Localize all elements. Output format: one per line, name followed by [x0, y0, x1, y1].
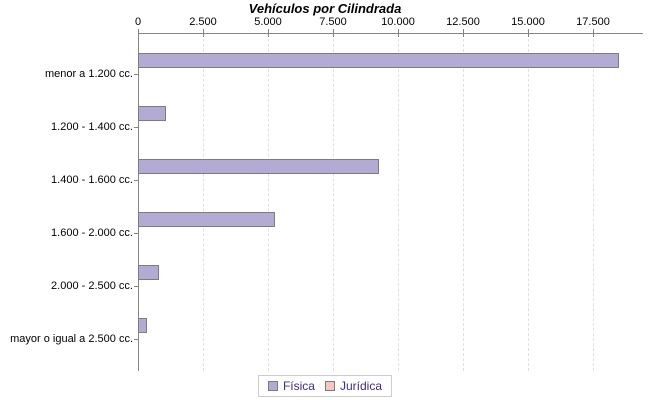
legend: Física Jurídica: [257, 375, 393, 397]
category-label: mayor o igual a 2.500 cc.: [10, 333, 133, 345]
x-tick-label: 7.500: [319, 16, 347, 28]
y-tick-mark: [134, 127, 138, 128]
x-tick-mark: [138, 29, 139, 37]
category-label: menor a 1.200 cc.: [44, 68, 133, 80]
gridline: [528, 34, 529, 371]
legend-label-juridica: Jurídica: [339, 379, 383, 393]
x-tick-mark: [593, 29, 594, 37]
x-tick-label: 15.000: [511, 16, 545, 28]
bar-fisica: [138, 318, 147, 333]
gridline: [268, 34, 269, 371]
x-tick-mark: [398, 29, 399, 37]
x-tick-mark: [268, 29, 269, 37]
y-axis-line: [138, 33, 139, 371]
gridline: [398, 34, 399, 371]
x-tick-mark: [463, 29, 464, 37]
x-tick-label: 17.500: [576, 16, 610, 28]
bar-fisica: [138, 212, 275, 227]
chart-title: Vehículos por Cilindrada: [248, 1, 402, 16]
juridica-swatch-icon: [324, 381, 335, 391]
x-tick-label: 2.500: [189, 16, 217, 28]
y-tick-mark: [134, 339, 138, 340]
category-label: 1.400 - 1.600 cc.: [51, 174, 133, 186]
bar-fisica: [138, 159, 380, 174]
legend-item-fisica: Física: [267, 379, 315, 393]
bar-fisica: [138, 106, 166, 121]
legend-item-juridica: Jurídica: [324, 379, 383, 393]
gridline: [593, 34, 594, 371]
x-tick-label: 10.000: [381, 16, 415, 28]
x-axis-line: [138, 33, 643, 34]
fisica-swatch-icon: [267, 381, 278, 391]
bar-fisica: [138, 265, 160, 280]
y-tick-mark: [134, 286, 138, 287]
x-tick-label: 5.000: [254, 16, 282, 28]
x-tick-mark: [203, 29, 204, 37]
x-tick-label: 12.500: [446, 16, 480, 28]
category-label: 1.600 - 2.000 cc.: [51, 227, 133, 239]
x-tick-mark: [333, 29, 334, 37]
gridline: [203, 34, 204, 371]
bar-fisica: [138, 53, 619, 68]
y-tick-mark: [134, 233, 138, 234]
x-tick-label: 0: [134, 16, 142, 28]
legend-label-fisica: Física: [282, 379, 315, 393]
gridline: [463, 34, 464, 371]
category-label: 2.000 - 2.500 cc.: [51, 280, 133, 292]
category-label: 1.200 - 1.400 cc.: [51, 121, 133, 133]
y-tick-mark: [134, 74, 138, 75]
y-tick-mark: [134, 180, 138, 181]
x-tick-mark: [528, 29, 529, 37]
gridline: [333, 34, 334, 371]
